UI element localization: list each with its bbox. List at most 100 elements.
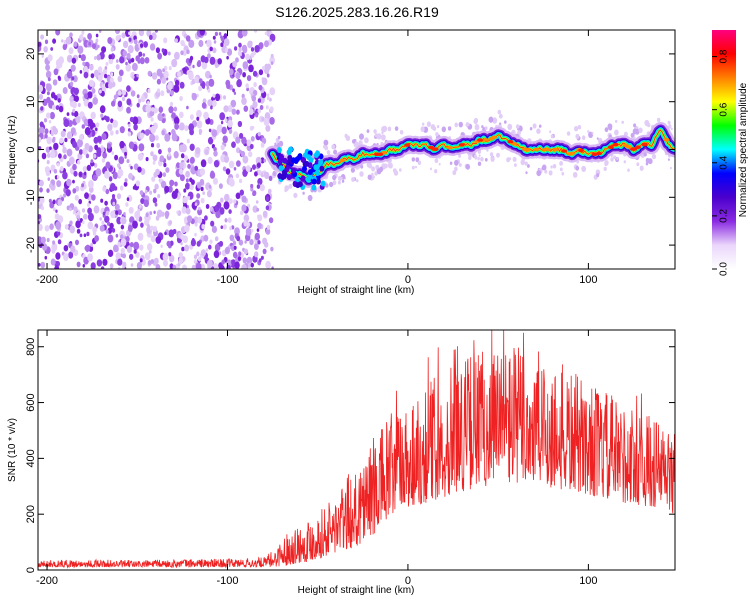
noise-speckle — [101, 220, 105, 225]
noise-speckle — [171, 58, 178, 68]
noise-speckle — [94, 235, 99, 242]
noise-speckle — [153, 188, 157, 194]
noise-speckle — [172, 228, 177, 235]
snr-ticks: -200 -100 0 100 0 200 400 600 800 — [25, 330, 675, 587]
noise-speckle — [217, 58, 222, 65]
noise-speckle — [79, 172, 82, 177]
noise-speckle — [38, 214, 42, 220]
noise-speckle — [157, 52, 163, 60]
noise-speckle — [109, 263, 114, 269]
noise-speckle — [231, 108, 237, 115]
noise-speckle — [182, 49, 187, 56]
ridge-halo-speckle — [587, 130, 590, 133]
noise-speckle — [209, 46, 213, 52]
noise-speckle — [269, 106, 274, 112]
noise-speckle — [255, 113, 259, 118]
noise-speckle — [93, 153, 97, 159]
noise-speckle — [63, 118, 70, 128]
noise-speckle — [216, 124, 223, 133]
ridge-halo-speckle — [478, 154, 481, 157]
noise-speckle — [153, 107, 158, 114]
noise-speckle — [204, 215, 208, 221]
noise-speckle — [184, 125, 189, 132]
ridge-halo-speckle — [561, 171, 565, 176]
noise-speckle — [219, 207, 225, 215]
noise-speckle — [96, 259, 103, 267]
noise-speckle — [91, 194, 96, 201]
ridge-hotspot — [596, 151, 602, 156]
ridge-halo-speckle — [639, 165, 644, 171]
ridge-halo-speckle — [366, 129, 370, 134]
noise-speckle — [163, 259, 168, 267]
noise-speckle — [254, 243, 259, 251]
noise-speckle — [92, 97, 98, 105]
noise-speckle — [130, 57, 135, 63]
noise-speckle — [246, 139, 252, 147]
noise-speckle — [69, 32, 73, 38]
noise-speckle — [135, 251, 140, 258]
noise-speckle — [184, 244, 190, 252]
ridge-hotspot — [432, 147, 439, 151]
ridge-halo-speckle — [536, 170, 542, 177]
noise-speckle — [232, 60, 238, 68]
noise-speckle — [230, 99, 237, 108]
noise-speckle — [140, 43, 144, 48]
noise-speckle — [212, 47, 217, 54]
ridge-halo-speckle — [474, 154, 477, 158]
noise-speckle — [151, 107, 155, 112]
noise-speckle — [139, 258, 143, 263]
noise-speckle — [215, 64, 218, 69]
noise-speckle — [257, 98, 262, 103]
ridge-halo-speckle — [307, 194, 313, 202]
noise-speckle — [53, 68, 59, 76]
noise-speckle — [52, 38, 57, 44]
noise-speckle — [270, 246, 274, 252]
x-tick-label: -200 — [36, 274, 58, 286]
noise-speckle — [38, 93, 44, 100]
noise-speckle — [97, 44, 100, 49]
noise-speckle — [250, 47, 255, 52]
noise-speckle — [154, 183, 159, 190]
noise-speckle — [196, 109, 202, 118]
noise-speckle — [154, 202, 158, 207]
noise-speckle — [162, 113, 165, 117]
noise-speckle — [159, 155, 165, 163]
noise-speckle — [70, 81, 74, 87]
noise-speckle — [194, 232, 197, 237]
noise-speckle — [226, 83, 231, 90]
noise-speckle — [174, 181, 178, 187]
noise-speckle — [83, 213, 88, 220]
noise-speckle — [49, 150, 56, 159]
noise-speckle — [65, 189, 71, 197]
ridge-halo-speckle — [438, 162, 441, 166]
noise-speckle — [171, 133, 178, 142]
ridge-halo-speckle — [351, 177, 355, 182]
noise-speckle — [178, 257, 184, 265]
noise-speckle — [243, 248, 249, 255]
noise-speckle — [58, 153, 62, 159]
ridge-halo-speckle — [454, 166, 458, 172]
noise-speckle — [125, 236, 130, 243]
ridge-halo-speckle — [454, 122, 459, 128]
spectrogram-ylabel: Frequency (Hz) — [7, 116, 18, 185]
noise-speckle — [235, 136, 241, 144]
noise-speckle — [229, 226, 233, 231]
noise-speckle — [153, 171, 158, 178]
ridge-halo-speckle — [520, 159, 526, 166]
noise-speckle — [93, 69, 100, 78]
noise-speckle — [254, 232, 260, 241]
noise-speckle — [157, 113, 164, 121]
noise-speckle — [82, 220, 85, 225]
noise-speckle — [117, 258, 123, 266]
onset-blob — [311, 184, 317, 191]
noise-speckle — [78, 149, 83, 155]
ridge-hotspot — [663, 138, 670, 142]
noise-speckle — [127, 45, 134, 54]
ridge-halo-speckle — [394, 126, 399, 131]
noise-speckle — [140, 198, 145, 204]
noise-speckle — [118, 34, 122, 39]
noise-speckle — [97, 66, 103, 73]
noise-speckle — [223, 201, 230, 210]
noise-speckle — [100, 266, 105, 269]
noise-speckle — [259, 184, 265, 192]
